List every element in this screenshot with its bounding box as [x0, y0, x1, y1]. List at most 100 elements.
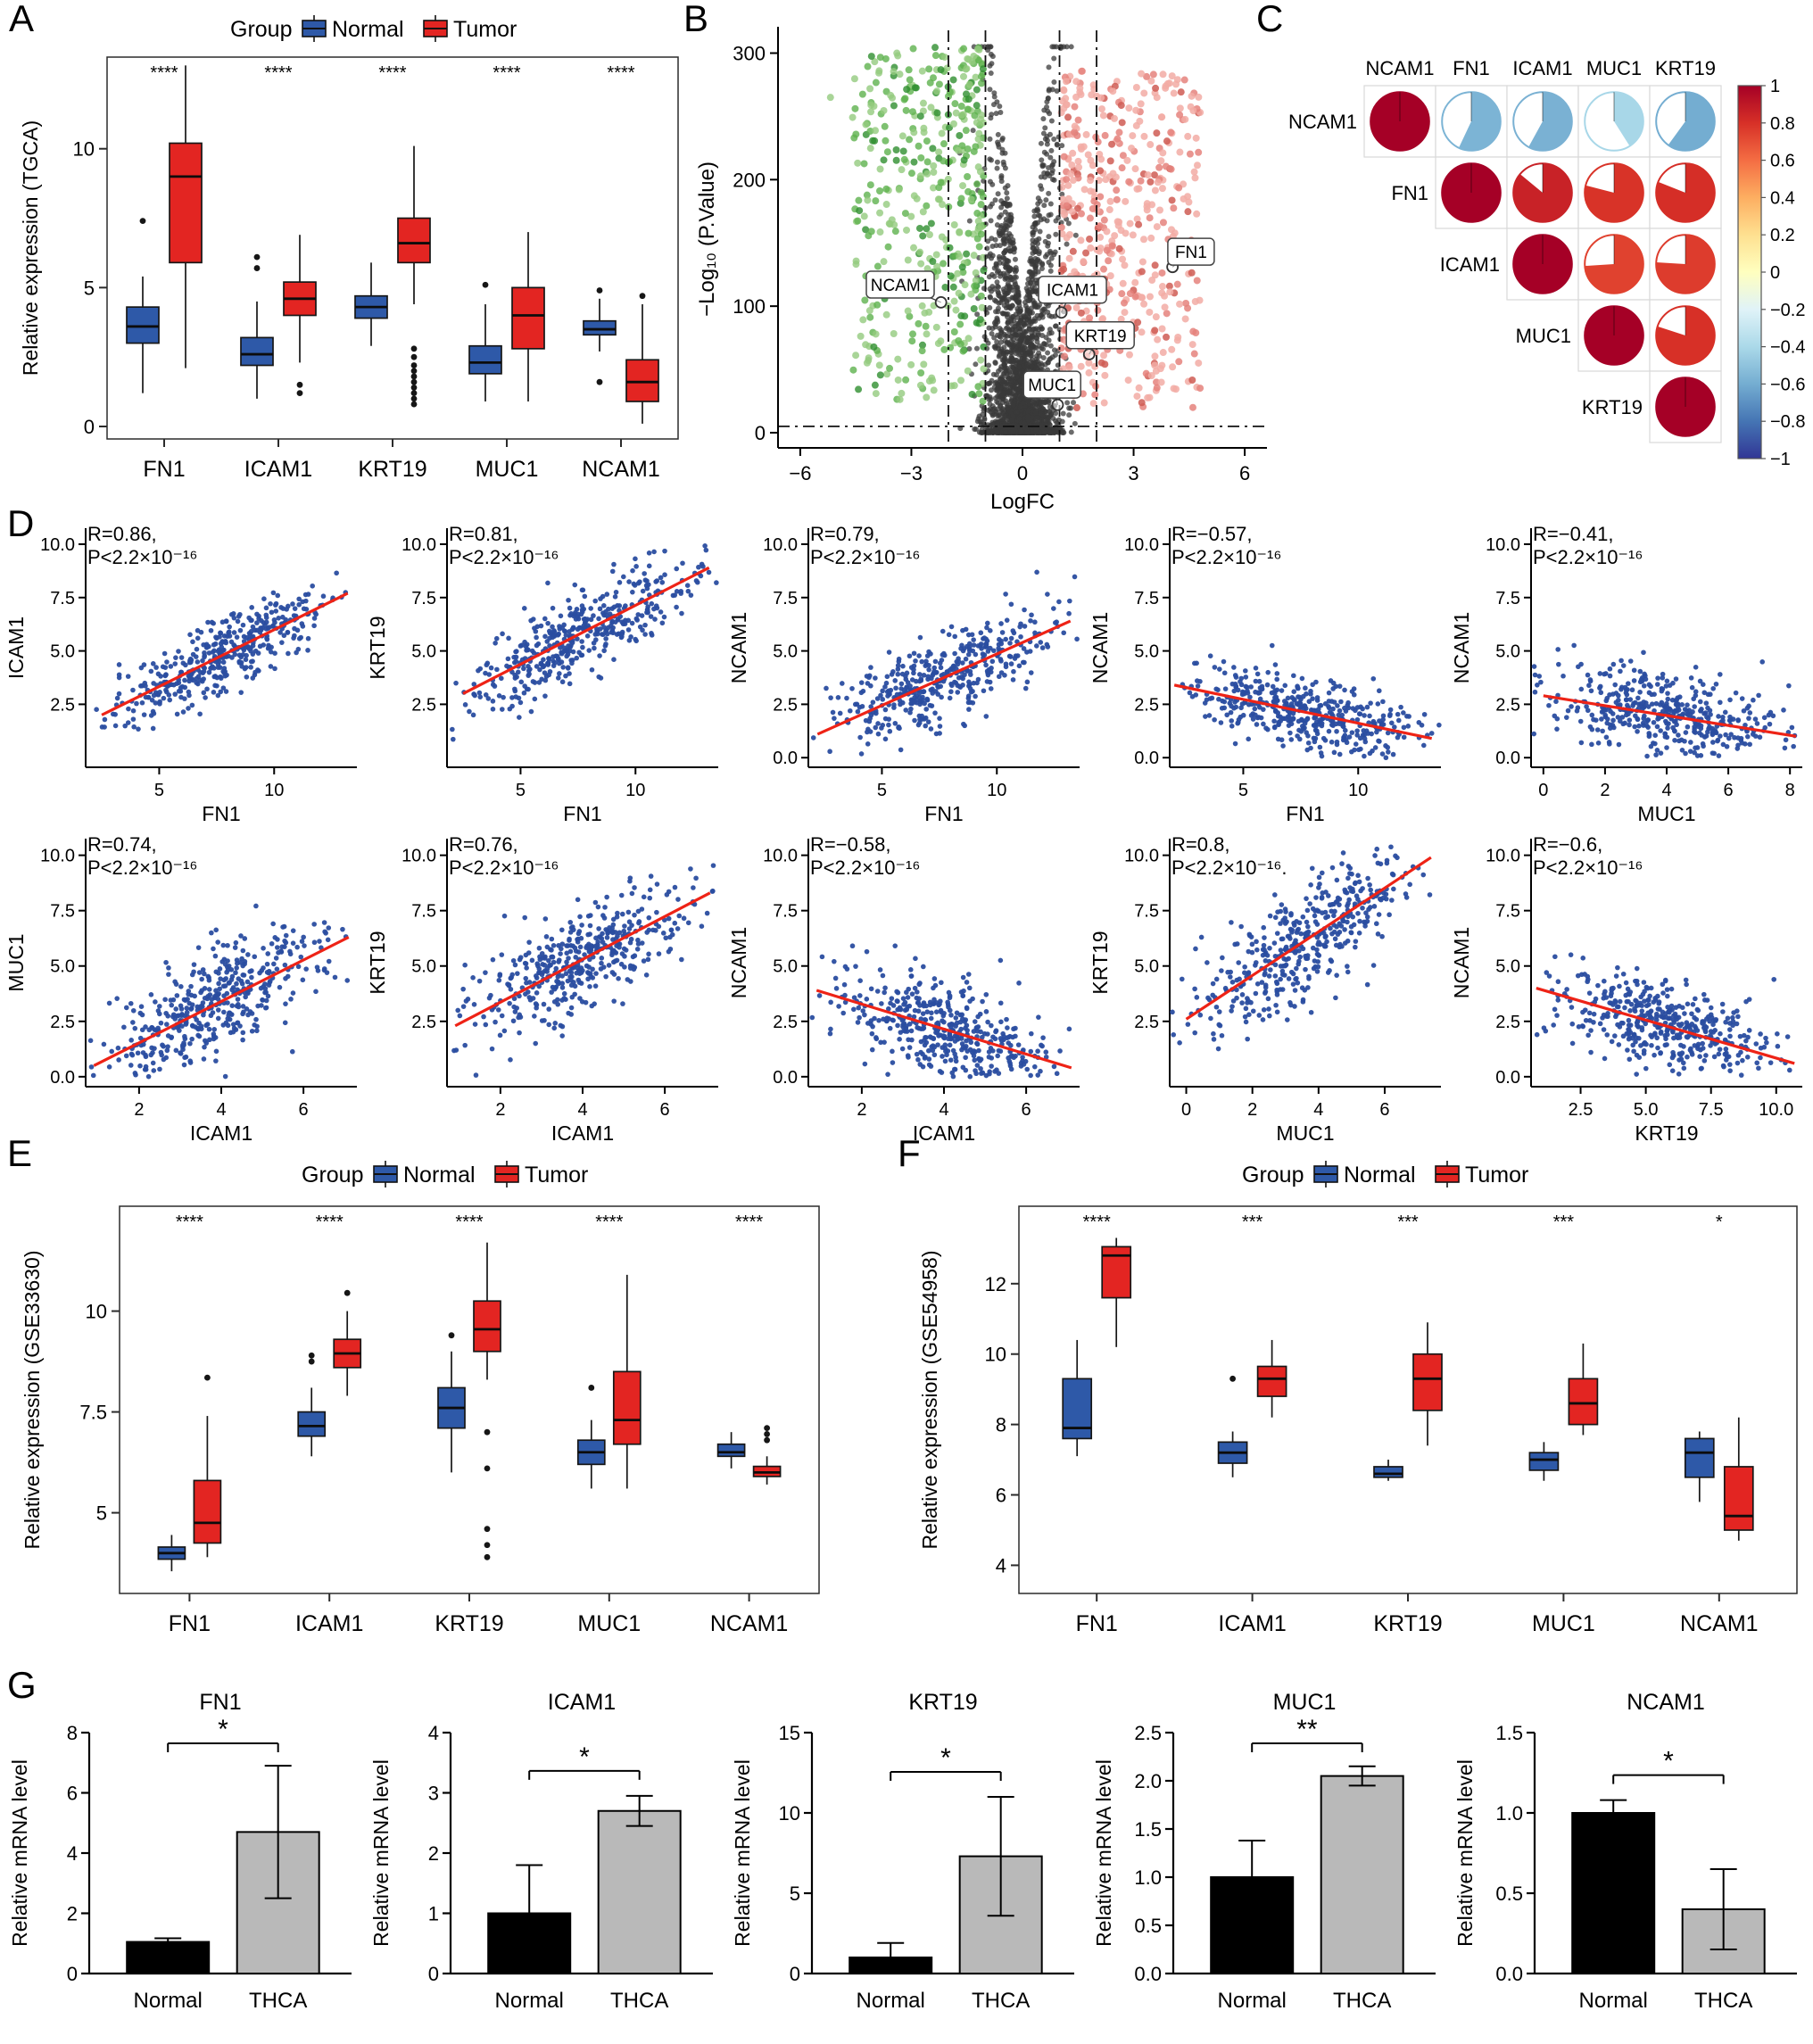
- significance: **: [1251, 1715, 1363, 1752]
- svg-text:10: 10: [264, 781, 284, 800]
- panel-d-scatter-icam1-fn1: 2.5 5.0 7.5 10.0 5 10 ICAM1 FN1 R=0.86,P<2.2×10⁻…: [4, 523, 357, 825]
- matrix: NCAM1 FN1 ICAM1 MUC1 KRT19 NCAM1 FN1 ICAM1 MUC1 K…: [1288, 57, 1722, 443]
- panel-d-scatter-krt19-icam1: 2.55.07.510.02 4 6KRT19ICAM1R=0.76,P<2.2×1…: [366, 833, 718, 1145]
- svg-text:ICAM1: ICAM1: [4, 617, 28, 679]
- svg-text:R=0.86,: R=0.86,: [87, 523, 157, 545]
- svg-text:10.0: 10.0: [1124, 535, 1159, 555]
- svg-text:LogFC: LogFC: [990, 490, 1055, 514]
- svg-text:0: 0: [84, 416, 95, 438]
- panel-d-scatter-ncam1-krt19: 0.02.55.07.510.02.5 5.0 7.5 10.0NCAM1KRT19R…: [1450, 833, 1802, 1145]
- svg-text:7.5: 7.5: [411, 589, 436, 608]
- svg-text:2.5: 2.5: [50, 695, 75, 715]
- svg-text:MUC1: MUC1: [1516, 325, 1571, 347]
- regression-line: [1185, 856, 1432, 1021]
- regression-line: [1173, 683, 1433, 741]
- panel-d-scatter-krt19-fn1: 2.5 5.0 7.5 10.0 5 10 KRT19 FN1 R=0.81,P<2.2×10⁻…: [366, 523, 719, 825]
- svg-text:KRT19: KRT19: [358, 457, 426, 482]
- points: [1180, 642, 1442, 761]
- svg-text:P<2.2×10⁻¹⁶: P<2.2×10⁻¹⁶: [87, 546, 197, 568]
- svg-text:NCAM1: NCAM1: [727, 612, 750, 684]
- annotation: R=−0.57,P<2.2×10⁻¹⁶: [1171, 523, 1281, 568]
- svg-text:****: ****: [378, 63, 406, 83]
- category-axis: FN1****ICAM1***KRT19***MUC1***NCAM1*: [1076, 1212, 1759, 1636]
- svg-text:5.0: 5.0: [1134, 642, 1159, 662]
- panel-label-b: B: [683, 0, 709, 39]
- annotation: R=0.81,P<2.2×10⁻¹⁶: [449, 523, 559, 568]
- svg-text:5: 5: [516, 781, 526, 800]
- bars: [126, 1765, 320, 1974]
- svg-text:−0.6: −0.6: [1770, 375, 1805, 394]
- svg-text:****: ****: [264, 63, 292, 83]
- annotation: R=0.76,P<2.2×10⁻¹⁶: [449, 833, 559, 879]
- svg-text:5.0: 5.0: [411, 642, 436, 662]
- legend: Group Normal Tumor: [1242, 1161, 1528, 1188]
- svg-text:10.0: 10.0: [402, 535, 436, 555]
- svg-text:FN1: FN1: [563, 802, 601, 825]
- svg-text:FN1: FN1: [1286, 802, 1324, 825]
- annotation: R=−0.41,P<2.2×10⁻¹⁶: [1533, 523, 1643, 568]
- regression-line: [1536, 987, 1795, 1065]
- boxes: [157, 1242, 782, 1572]
- svg-text:NCAM1: NCAM1: [1288, 111, 1357, 133]
- boxes: [126, 65, 659, 424]
- panel-d-scatter-ncam1-muc1: 0.02.55.07.510.00 2 4 6 8NCAM1MUC1R=−0.41,P<…: [1450, 523, 1802, 825]
- regression-line: [816, 619, 1072, 736]
- svg-text:NCAM1: NCAM1: [1365, 57, 1434, 79]
- panel-d-scatter-muc1-icam1: 0.02.55.07.510.02 4 6MUC1ICAM1R=0.74,P<2.2…: [4, 833, 357, 1145]
- svg-text:FN1: FN1: [924, 802, 963, 825]
- significance: *: [528, 1742, 641, 1780]
- bars: [1571, 1799, 1766, 1974]
- colorbar: 1 0.8 0.6 0.4 0.2 0 −0.2 −0.4 −0.6 −0.8 −1: [1737, 77, 1805, 469]
- panel-c-correlation-matrix: NCAM1 FN1 ICAM1 MUC1 KRT19 NCAM1 FN1 ICAM1 MUC1 K…: [1288, 57, 1806, 469]
- points: [1531, 642, 1798, 759]
- annotation: R=−0.6,P<2.2×10⁻¹⁶: [1533, 833, 1643, 879]
- svg-text:0.6: 0.6: [1770, 152, 1795, 171]
- svg-text:NCAM1: NCAM1: [1089, 612, 1112, 684]
- points: [94, 570, 349, 732]
- legend: Group Normal Tumor: [230, 15, 517, 42]
- svg-text:R=0.81,: R=0.81,: [449, 523, 518, 545]
- svg-text:−0.8: −0.8: [1770, 412, 1805, 432]
- svg-text:P<2.2×10⁻¹⁶: P<2.2×10⁻¹⁶: [449, 546, 559, 568]
- annotation: R=0.86,P<2.2×10⁻¹⁶: [87, 523, 197, 568]
- panel-d-scatter-krt19-muc1: 2.55.07.510.00 2 4 6KRT19MUC1R=0.8,P<2.2×10…: [1089, 833, 1441, 1145]
- svg-text:−0.2: −0.2: [1770, 301, 1805, 320]
- points: [450, 543, 719, 742]
- svg-text:5: 5: [1238, 781, 1248, 800]
- points: [1534, 952, 1792, 1078]
- svg-text:10.0: 10.0: [40, 535, 75, 555]
- svg-text:0.0: 0.0: [773, 749, 798, 768]
- panel-label-f: F: [898, 1132, 921, 1174]
- svg-text:−Log₁₀ (P.Value): −Log₁₀ (P.Value): [695, 161, 719, 317]
- svg-text:−6: −6: [789, 462, 811, 484]
- panel-d-scatter-ncam1-icam1: 0.02.55.07.510.02 4 6NCAM1ICAM1R=−0.58,P<2…: [727, 833, 1080, 1145]
- svg-text:5: 5: [84, 277, 95, 299]
- panel-b-volcano-plot: 0 100 200 300 −6 −3 0 3 6 −Log₁₀ (P.Value) LogFC NC…: [695, 27, 1267, 514]
- points: [451, 863, 716, 1078]
- svg-text:FN1: FN1: [202, 802, 240, 825]
- significance: *: [890, 1743, 1002, 1781]
- axes: 0.0 2.5 5.0 7.5 10.0 5 10 NCAM1 FN1: [1089, 528, 1441, 825]
- points: [826, 44, 1205, 435]
- svg-text:2.5: 2.5: [1134, 695, 1159, 715]
- svg-text:2.5: 2.5: [411, 695, 436, 715]
- bars: [849, 1796, 1043, 1974]
- svg-text:MUC1: MUC1: [1586, 57, 1642, 79]
- svg-text:2.5: 2.5: [773, 695, 798, 715]
- svg-text:MUC1: MUC1: [476, 457, 539, 482]
- bars: [1210, 1765, 1404, 1974]
- panel-label-a: A: [9, 0, 35, 39]
- regression-line: [1543, 694, 1797, 738]
